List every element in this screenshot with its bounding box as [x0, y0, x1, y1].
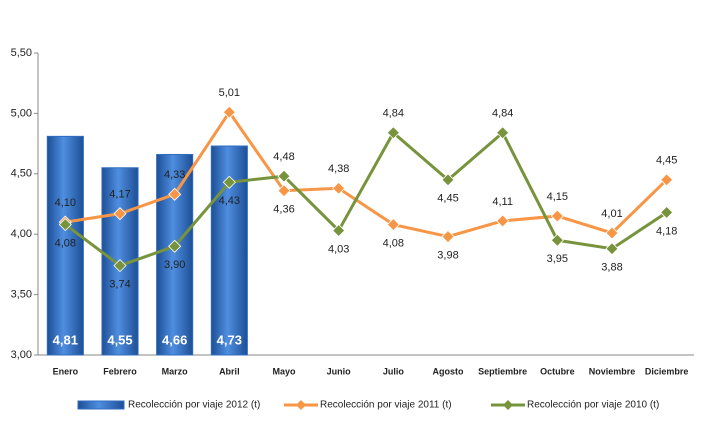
data-label: 3,90 — [164, 259, 185, 271]
marker — [660, 173, 674, 187]
bar — [46, 135, 84, 356]
bar — [156, 153, 194, 356]
data-label: 4,38 — [328, 163, 349, 175]
x-tick-label: Diciembre — [645, 366, 689, 376]
marker — [386, 126, 400, 140]
marker — [332, 181, 346, 195]
marker — [222, 175, 236, 189]
data-label: 4,73 — [217, 332, 242, 347]
x-tick-label: Junio — [327, 366, 352, 376]
marker — [550, 233, 564, 247]
marker — [277, 169, 291, 183]
x-tick-label: Febrero — [103, 366, 137, 376]
data-label: 3,88 — [601, 262, 622, 274]
legend-label: Recolección por viaje 2011 (t) — [320, 400, 452, 411]
x-tick-label: Marzo — [162, 366, 189, 376]
data-label: 4,48 — [273, 151, 294, 163]
data-label: 4,33 — [164, 169, 185, 181]
legend-label: Recolección por viaje 2010 (t) — [527, 400, 659, 411]
x-tick-label: Octubre — [540, 366, 575, 376]
data-label: 4,66 — [162, 332, 187, 347]
marker — [605, 242, 619, 256]
x-tick-label: Agosto — [433, 366, 464, 376]
data-label: 4,17 — [109, 189, 130, 201]
data-label: 4,43 — [219, 195, 240, 207]
x-tick-label: Abril — [219, 366, 240, 376]
data-label: 4,08 — [55, 237, 76, 249]
data-label: 4,55 — [107, 332, 132, 347]
data-label: 4,15 — [547, 191, 568, 203]
data-label: 4,11 — [492, 196, 513, 208]
y-tick-label: 5,00 — [11, 107, 32, 119]
marker — [113, 207, 127, 221]
x-tick-label: Noviembre — [589, 366, 636, 376]
x-tick-label: Mayo — [272, 366, 296, 376]
marker — [550, 209, 564, 223]
x-tick-label: Julio — [383, 366, 405, 376]
marker — [605, 226, 619, 240]
marker — [58, 217, 72, 232]
data-label: 4,45 — [656, 155, 677, 167]
data-label: 4,84 — [492, 108, 513, 120]
marker — [386, 217, 400, 232]
data-label: 4,81 — [53, 332, 78, 347]
data-label: 3,95 — [547, 253, 568, 265]
line — [64, 130, 668, 268]
data-label: 4,10 — [55, 197, 76, 209]
marker — [496, 214, 510, 228]
data-label: 5,01 — [219, 87, 240, 99]
legend-swatch — [77, 400, 125, 410]
y-tick-label: 3,50 — [11, 289, 32, 301]
data-label: 3,74 — [109, 279, 130, 291]
marker — [332, 224, 346, 238]
marker — [222, 105, 236, 119]
y-tick-label: 3,00 — [11, 349, 32, 361]
data-label: 3,98 — [437, 250, 458, 262]
marker — [168, 239, 182, 253]
marker — [660, 205, 674, 220]
data-label: 4,01 — [601, 208, 622, 220]
y-tick-label: 4,00 — [11, 228, 32, 240]
line — [65, 109, 668, 239]
x-tick-label: Septiembre — [478, 366, 527, 376]
marker — [496, 126, 510, 140]
marker — [441, 173, 455, 187]
y-tick-label: 5,50 — [11, 47, 32, 59]
data-label: 4,45 — [437, 193, 458, 205]
legend-marker — [503, 400, 513, 410]
marker — [277, 184, 291, 198]
marker — [441, 230, 455, 244]
marker — [168, 187, 182, 201]
legend-label: Recolección por viaje 2012 (t) — [128, 400, 260, 411]
data-label: 4,84 — [383, 108, 404, 120]
data-label: 4,03 — [328, 243, 349, 255]
x-tick-label: Enero — [53, 366, 79, 376]
data-label: 4,08 — [383, 237, 404, 249]
data-label: 4,18 — [656, 225, 677, 237]
y-tick-label: 4,50 — [11, 168, 32, 180]
data-label: 4,36 — [273, 204, 294, 216]
marker — [113, 259, 127, 273]
legend-marker — [296, 400, 306, 410]
